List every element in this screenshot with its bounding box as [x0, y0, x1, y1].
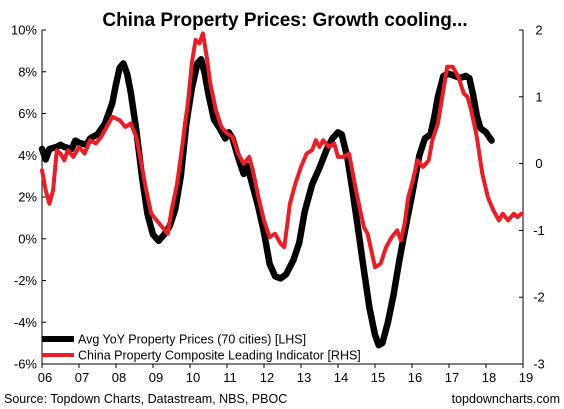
x-tick-label: 18 — [482, 370, 496, 385]
x-tick-label: 13 — [297, 370, 311, 385]
left-tick-label: -2% — [14, 273, 38, 288]
left-tick-label: 4% — [18, 148, 37, 163]
right-tick-label: 0 — [535, 156, 542, 171]
x-tick-label: 06 — [38, 370, 52, 385]
series-layer — [38, 31, 524, 349]
x-tick-label: 16 — [408, 370, 422, 385]
footer-source: Source: Topdown Charts, Datastream, NBS,… — [4, 392, 287, 406]
series-line-indicator — [40, 31, 524, 270]
right-tick-label: -1 — [533, 223, 545, 238]
footer-brand: topdowncharts.com — [452, 392, 560, 406]
right-tick-label: 2 — [535, 23, 542, 38]
x-tick-label: 12 — [260, 370, 274, 385]
left-tick-label: 8% — [18, 64, 37, 79]
legend-label-indicator: China Property Composite Leading Indicat… — [78, 349, 361, 363]
x-tick-label: 08 — [112, 370, 126, 385]
x-tick-label: 14 — [334, 370, 348, 385]
x-tick-label: 10 — [186, 370, 200, 385]
left-tick-label: 6% — [18, 106, 37, 121]
x-tick-label: 17 — [445, 370, 459, 385]
right-tick-label: -2 — [533, 290, 545, 305]
legend: Avg YoY Property Prices (70 cities) [LHS… — [42, 333, 361, 363]
legend-label-prices: Avg YoY Property Prices (70 cities) [LHS… — [78, 333, 306, 347]
left-tick-label: -4% — [14, 315, 38, 330]
x-tick-label: 15 — [371, 370, 385, 385]
right-tick-label: 1 — [535, 89, 542, 104]
x-tick-label: 11 — [223, 370, 237, 385]
left-tick-label: 2% — [18, 190, 37, 205]
left-tick-label: 0% — [18, 231, 37, 246]
series-line-prices — [38, 55, 495, 349]
left-y-axis: -6% -4% -2% 0% 2% 4% 6% 8% 10% — [11, 23, 46, 372]
right-tick-label: -3 — [533, 357, 545, 372]
left-tick-label: -6% — [14, 357, 38, 372]
chart-title: China Property Prices: Growth cooling... — [102, 10, 467, 31]
right-y-axis: -3 -2 -1 0 1 2 — [519, 23, 545, 372]
x-tick-label: 19 — [519, 370, 533, 385]
x-tick-label: 09 — [149, 370, 163, 385]
x-axis: 06 07 08 09 10 11 12 13 14 15 16 17 18 19 — [38, 364, 533, 385]
x-tick-label: 07 — [75, 370, 89, 385]
left-tick-label: 10% — [11, 23, 37, 38]
